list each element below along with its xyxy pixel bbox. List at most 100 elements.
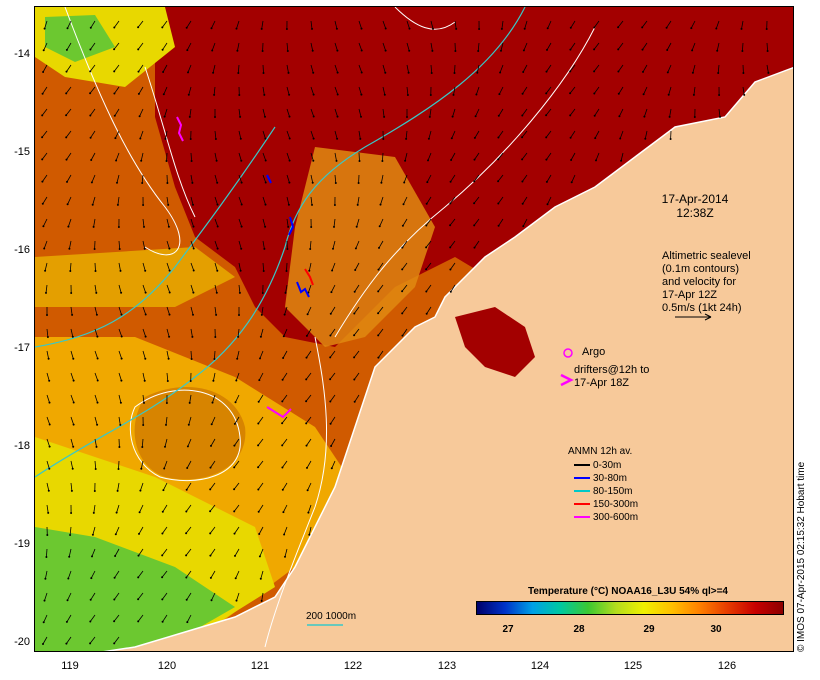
velocity-arrow-head — [67, 577, 70, 580]
velocity-arrow-head — [113, 642, 116, 645]
y-tick-label: -18 — [14, 440, 30, 452]
velocity-arrow — [161, 20, 168, 28]
arrow-icon — [574, 477, 590, 480]
velocity-arrow — [161, 570, 168, 578]
velocity-arrow-head — [187, 71, 189, 74]
velocity-arrow-head — [138, 532, 140, 535]
velocity-arrow — [261, 306, 264, 315]
velocity-arrow-head — [719, 115, 721, 118]
velocity-arrow-head — [48, 467, 51, 470]
velocity-arrow — [332, 240, 336, 249]
velocity-arrow — [476, 64, 480, 73]
velocity-arrow — [116, 174, 120, 183]
velocity-arrow — [406, 86, 409, 96]
velocity-arrow-head — [691, 49, 694, 52]
velocity-arrow-head — [377, 334, 380, 337]
velocity-arrow-head — [497, 158, 500, 161]
velocity-arrow-head — [285, 270, 288, 272]
velocity-arrow — [382, 64, 386, 73]
argo-label: Argo — [582, 346, 606, 358]
velocity-arrow-head — [449, 246, 452, 249]
green-speckle-north — [45, 15, 115, 62]
velocity-arrow-head — [187, 423, 190, 426]
velocity-arrow-head — [89, 114, 92, 117]
velocity-arrow-head — [209, 510, 212, 513]
velocity-arrow — [238, 240, 242, 249]
velocity-arrow-head — [89, 70, 92, 73]
velocity-arrow-head — [72, 401, 75, 404]
velocity-arrow-head — [617, 48, 620, 51]
velocity-arrow-head — [743, 93, 746, 96]
velocity-arrow — [521, 130, 528, 138]
velocity-arrow-head — [425, 246, 428, 249]
velocity-arrow — [329, 394, 336, 402]
velocity-arrow-head — [95, 313, 98, 316]
velocity-arrow — [67, 196, 72, 205]
velocity-arrow-head — [185, 510, 188, 513]
velocity-arrow — [569, 86, 576, 94]
velocity-arrow — [453, 86, 456, 95]
anmn-legend-label: 0-30m — [593, 460, 622, 471]
velocity-arrow-head — [359, 137, 362, 140]
velocity-arrow — [310, 152, 314, 161]
arrow-icon — [574, 516, 590, 519]
velocity-arrow — [282, 482, 288, 491]
velocity-arrow-head — [192, 225, 195, 228]
velocity-arrow — [185, 526, 192, 534]
velocity-arrow — [473, 174, 480, 182]
velocity-arrow-head — [305, 356, 308, 359]
velocity-arrow-head — [214, 138, 217, 140]
velocity-arrow-head — [497, 136, 500, 139]
velocity-arrow — [570, 42, 576, 50]
velocity-arrow-head — [235, 599, 238, 602]
velocity-arrow-head — [236, 357, 239, 360]
velocity-arrow — [450, 262, 456, 270]
velocity-arrow — [766, 64, 769, 73]
velocity-arrow — [377, 328, 384, 336]
velocity-arrow-head — [569, 26, 572, 29]
velocity-arrow-head — [240, 159, 243, 162]
velocity-arrow — [286, 218, 289, 227]
velocity-arrow-head — [593, 26, 596, 29]
velocity-arrow — [234, 416, 240, 425]
velocity-arrow-head — [569, 136, 572, 139]
velocity-arrow-head — [312, 115, 315, 118]
velocity-arrow — [286, 64, 289, 73]
velocity-arrow — [68, 548, 72, 557]
velocity-arrow-head — [48, 423, 51, 426]
velocity-arrow-head — [116, 489, 119, 492]
velocity-arrow-head — [287, 71, 290, 74]
velocity-arrow — [593, 86, 600, 94]
velocity-arrow — [306, 460, 312, 469]
velocity-arrow-head — [593, 70, 596, 73]
velocity-arrow-head — [113, 598, 116, 601]
velocity-arrow — [238, 152, 242, 161]
velocity-arrow-head — [65, 70, 68, 73]
velocity-arrow — [166, 262, 170, 271]
velocity-arrow-head — [473, 136, 476, 139]
velocity-arrow — [354, 284, 360, 292]
anmn-legend-label: 30-80m — [593, 473, 627, 484]
velocity-arrow-head — [191, 335, 194, 338]
velocity-arrow — [282, 350, 288, 359]
velocity-arrow — [331, 262, 336, 271]
velocity-arrow — [138, 548, 144, 556]
velocity-arrow — [524, 20, 528, 29]
map-panel[interactable] — [34, 6, 794, 652]
velocity-arrow — [262, 64, 264, 74]
velocity-arrow-head — [185, 576, 188, 579]
velocity-arrow — [546, 42, 552, 51]
velocity-arrow — [545, 130, 552, 138]
velocity-arrow-head — [47, 357, 50, 360]
velocity-arrow — [118, 460, 120, 470]
velocity-arrow — [262, 108, 266, 117]
velocity-arrow-head — [65, 114, 68, 117]
velocity-arrow-head — [90, 159, 93, 161]
velocity-arrow — [68, 218, 72, 227]
velocity-arrow — [380, 196, 384, 205]
velocity-arrow — [378, 240, 384, 249]
velocity-arrow-head — [89, 136, 92, 139]
velocity-arrow — [46, 328, 49, 338]
kimberley-inlet — [455, 307, 535, 377]
velocity-arrow — [499, 86, 504, 95]
